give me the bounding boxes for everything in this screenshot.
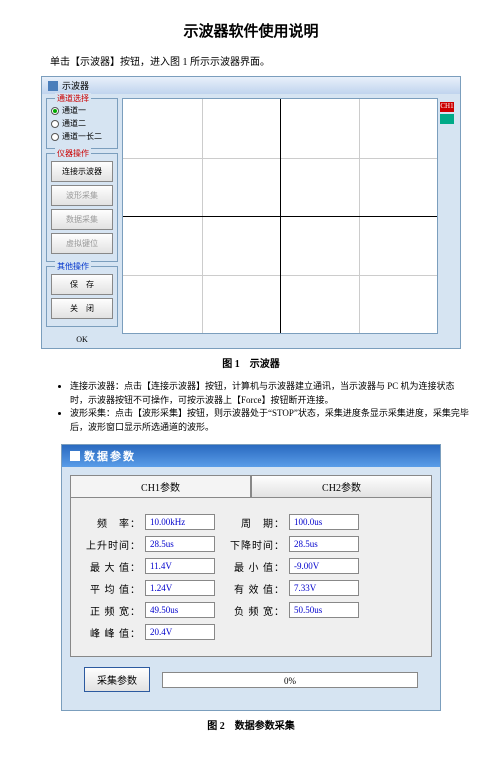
avg-label: 平 均 值： [85, 581, 141, 596]
oscilloscope-window: 示波器 通道选择 通道一 通道二 通道一长二 仪器操作 连接示波器 波形采集 数… [41, 76, 461, 349]
max-label: 最 大 值： [85, 559, 141, 574]
group-title-other: 其他操作 [55, 261, 91, 272]
radio-icon [51, 133, 59, 141]
period-value: 100.0us [289, 514, 359, 530]
tab-ch2[interactable]: CH2参数 [251, 475, 432, 497]
save-button[interactable]: 保 存 [51, 274, 113, 295]
params-panel: 频 率： 10.00kHz 周 期： 100.0us 上升时间： 28.5us … [70, 498, 432, 657]
nw-label: 负 频 宽： [229, 603, 285, 618]
radio-ch3[interactable]: 通道一长二 [51, 131, 113, 142]
max-value: 11.4V [145, 558, 215, 574]
ch1-badge: CH1 [440, 102, 454, 112]
capture-button[interactable]: 波形采集 [51, 185, 113, 206]
tab-ch1[interactable]: CH1参数 [70, 475, 251, 497]
other-group: 其他操作 保 存 关 闭 [46, 266, 118, 327]
freq-label: 频 率： [85, 515, 141, 530]
period-label: 周 期： [229, 515, 285, 530]
pw-value: 49.50us [145, 602, 215, 618]
fall-value: 28.5us [289, 536, 359, 552]
radio-ch2[interactable]: 通道二 [51, 118, 113, 129]
figure2-caption: 图 2 数据参数采集 [30, 717, 472, 732]
app-icon [70, 451, 80, 461]
bottom-row: 采集参数 0% [70, 657, 432, 702]
figure1-caption: 图 1 示波器 [30, 355, 472, 370]
rise-label: 上升时间： [85, 537, 141, 552]
radio-icon [51, 107, 59, 115]
min-label: 最 小 值： [229, 559, 285, 574]
progress-text: 0% [163, 673, 417, 689]
close-button[interactable]: 关 闭 [51, 298, 113, 319]
collect-params-button[interactable]: 采集参数 [84, 667, 150, 692]
param-button[interactable]: 数据采集 [51, 209, 113, 230]
intro-paragraph: 单击【示波器】按钮，进入图 1 所示示波器界面。 [30, 53, 472, 68]
progress-bar: 0% [162, 672, 418, 688]
vk-button[interactable]: 虚拟键位 [51, 233, 113, 254]
bullet-item: 波形采集：点击【波形采集】按钮，则示波器处于“STOP”状态，采集进度条显示采集… [70, 407, 472, 434]
ok-label: OK [46, 335, 118, 344]
group-title-instrument: 仪器操作 [55, 148, 91, 159]
pp-value: 20.4V [145, 624, 215, 640]
rms-value: 7.33V [289, 580, 359, 596]
oscilloscope-plot [122, 98, 438, 334]
rise-value: 28.5us [145, 536, 215, 552]
rms-label: 有 效 值： [229, 581, 285, 596]
pw-label: 正 频 宽： [85, 603, 141, 618]
channel-indicator-rail: CH1 [438, 98, 456, 344]
channel-select-group: 通道选择 通道一 通道二 通道一长二 [46, 98, 118, 149]
radio-ch1[interactable]: 通道一 [51, 105, 113, 116]
window-title: 数据参数 [84, 448, 136, 464]
nw-value: 50.50us [289, 602, 359, 618]
sidebar: 通道选择 通道一 通道二 通道一长二 仪器操作 连接示波器 波形采集 数据采集 … [46, 98, 118, 344]
document-title: 示波器软件使用说明 [30, 20, 472, 41]
tab-bar: CH1参数 CH2参数 [70, 475, 432, 498]
window-title: 示波器 [62, 79, 89, 92]
freq-value: 10.00kHz [145, 514, 215, 530]
app-icon [48, 81, 58, 91]
plot-area: CH1 [122, 98, 456, 344]
fall-label: 下降时间： [229, 537, 285, 552]
avg-value: 1.24V [145, 580, 215, 596]
group-title-channel: 通道选择 [55, 93, 91, 104]
window-titlebar: 数据参数 [62, 445, 440, 467]
bullet-item: 连接示波器：点击【连接示波器】按钮，计算机与示波器建立通讯，当示波器与 PC 机… [70, 380, 472, 407]
pp-label: 峰 峰 值： [85, 625, 141, 640]
bullet-list: 连接示波器：点击【连接示波器】按钮，计算机与示波器建立通讯，当示波器与 PC 机… [30, 380, 472, 434]
window-titlebar: 示波器 [42, 77, 460, 94]
min-value: -9.00V [289, 558, 359, 574]
radio-icon [51, 120, 59, 128]
connect-button[interactable]: 连接示波器 [51, 161, 113, 182]
instrument-group: 仪器操作 连接示波器 波形采集 数据采集 虚拟键位 [46, 153, 118, 262]
ch2-badge [440, 114, 454, 124]
data-params-window: 数据参数 CH1参数 CH2参数 频 率： 10.00kHz 周 期： 100.… [61, 444, 441, 711]
